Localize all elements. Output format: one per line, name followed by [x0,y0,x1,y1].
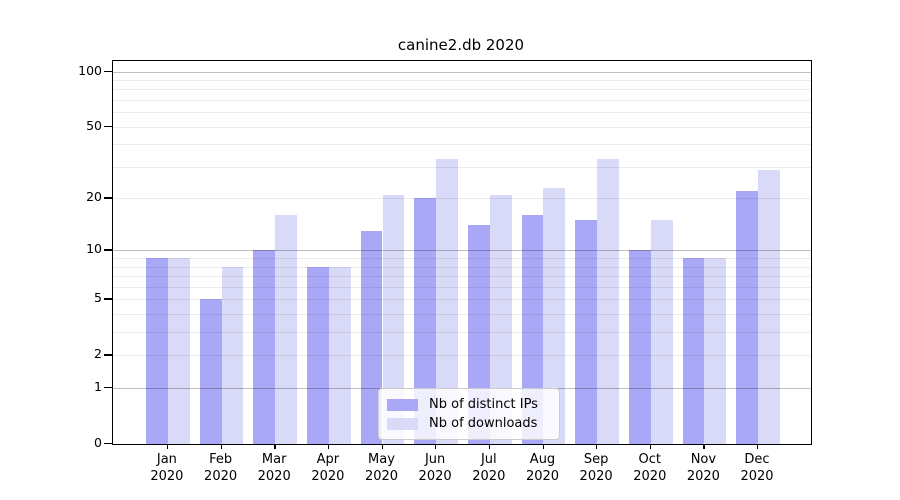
y-tick-label: 20 [86,189,102,205]
bar-downloads-mar [275,215,297,444]
x-tick-mark [220,444,222,449]
legend: Nb of distinct IPs Nb of downloads [378,388,560,440]
minor-gridline [113,112,811,114]
minor-gridline [113,314,811,316]
y-tick-label: 1 [94,379,102,395]
y-tick-label: 2 [94,346,102,362]
bar-distinct_ips-jun [414,198,437,444]
x-tick-label-jun: Jun 2020 [418,452,452,484]
bar-distinct_ips-aug [521,215,544,444]
y-tick-label: 0 [94,435,102,450]
x-tick-mark [488,444,491,449]
bar-distinct_ips-mar [253,250,276,444]
major-gridline [113,71,811,73]
x-tick-mark [757,444,759,449]
major-gridline [113,250,811,252]
minor-gridline [113,126,811,128]
y-tick-label: 100 [78,62,102,78]
y-tick-mark [104,387,112,389]
plot-area [112,60,812,445]
x-tick-label-mar: Mar 2020 [257,452,291,484]
x-tick-label-feb: Feb 2020 [204,452,238,484]
y-tick-mark [104,443,112,445]
y-tick-mark [104,354,112,356]
legend-swatch-distinct_ips [387,398,418,411]
bar-distinct_ips-nov [682,258,705,444]
y-tick-label: 10 [86,241,102,257]
bar-downloads-dec [758,169,780,444]
legend-item: Nb of downloads [387,414,551,433]
bar-downloads-nov [704,258,727,444]
x-tick-mark [166,444,169,449]
minor-gridline [113,286,811,288]
legend-swatch-downloads [387,417,418,430]
x-tick-label-aug: Aug 2020 [525,452,560,484]
x-tick-label-jan: Jan 2020 [150,452,184,484]
x-tick-mark [327,444,330,449]
bar-distinct_ips-jan [146,258,168,444]
x-tick-label-dec: Dec 2020 [740,452,774,484]
y-tick-mark [104,197,112,199]
bar-downloads-jul [489,194,512,444]
x-tick-mark [703,444,705,449]
minor-gridline [113,258,811,260]
minor-gridline [113,79,811,81]
x-tick-mark [435,444,437,449]
minor-gridline [113,276,811,278]
minor-gridline [113,144,811,146]
minor-gridline [113,99,811,101]
x-tick-label-may: May 2020 [364,452,399,484]
y-tick-mark [104,70,112,72]
bar-downloads-may [382,194,405,444]
x-tick-mark [649,444,652,449]
minor-gridline [113,198,811,200]
minor-gridline [113,355,811,357]
legend-label: Nb of downloads [429,416,538,431]
x-tick-mark [542,444,544,449]
minor-gridline [113,266,811,268]
bar-distinct_ips-oct [629,250,651,444]
x-tick-mark [381,444,383,449]
bar-distinct_ips-may [360,231,383,444]
bar-distinct_ips-sep [575,220,598,444]
x-tick-label-nov: Nov 2020 [686,452,720,484]
bar-distinct_ips-dec [736,190,759,444]
x-tick-label-sep: Sep 2020 [579,452,613,484]
bar-downloads-feb [221,266,244,444]
minor-gridline [113,166,811,168]
x-tick-mark [274,444,276,449]
x-tick-label-jul: Jul 2020 [472,452,506,484]
x-tick-label-apr: Apr 2020 [311,452,345,484]
y-tick-label: 50 [86,117,102,133]
minor-gridline [113,89,811,91]
bar-downloads-jan [167,258,190,444]
y-tick-mark [104,298,112,300]
bar-distinct_ips-feb [199,299,222,444]
chart-title: canine2.db 2020 [397,36,525,54]
bar-downloads-aug [543,187,566,444]
y-tick-mark [104,125,112,127]
x-tick-label-oct: Oct 2020 [633,452,667,484]
y-tick-mark [104,249,112,251]
legend-label: Nb of distinct IPs [429,397,538,412]
x-tick-mark [596,444,598,449]
bar-distinct_ips-apr [307,266,329,444]
bar-downloads-apr [328,266,351,444]
y-tick-label: 5 [94,290,102,306]
bar-downloads-jun [436,159,458,444]
legend-item: Nb of distinct IPs [387,395,551,414]
minor-gridline [113,332,811,334]
minor-gridline [113,299,811,301]
bar-downloads-sep [597,159,619,444]
bar-downloads-oct [650,220,673,444]
